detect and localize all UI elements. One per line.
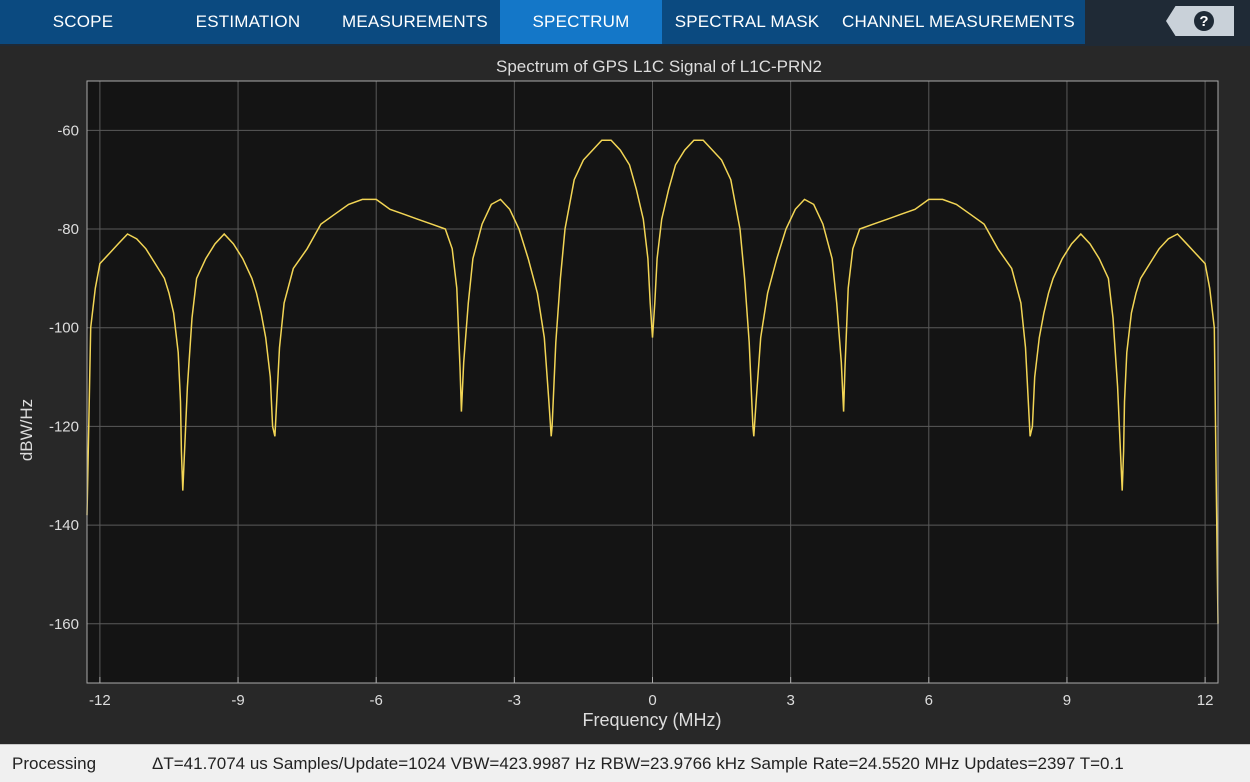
help-button[interactable]: ? xyxy=(1166,6,1234,36)
tab-spectrum[interactable]: SPECTRUM xyxy=(500,0,662,44)
spectrum-chart: -12 -9 -6 -3 0 3 6 9 12 -160 -140 -120 -100 -80 -60 S… xyxy=(17,57,1219,730)
spectrum-plot: -12 -9 -6 -3 0 3 6 9 12 -160 -140 -120 -100 -80 -60 S… xyxy=(0,46,1250,744)
y-tick-label: -60 xyxy=(57,122,79,139)
x-tick-label: -9 xyxy=(231,692,244,709)
y-tick-label: -160 xyxy=(49,616,79,633)
y-tick-label: -80 xyxy=(57,221,79,238)
tab-measurements[interactable]: MEASUREMENTS xyxy=(342,12,488,31)
y-axis-label: dBW/Hz xyxy=(17,399,36,461)
x-axis-label: Frequency (MHz) xyxy=(582,710,721,730)
x-tick-label: 0 xyxy=(648,692,656,709)
chart-title: Spectrum of GPS L1C Signal of L1C-PRN2 xyxy=(496,57,822,76)
tab-scope[interactable]: SCOPE xyxy=(52,12,114,31)
x-tick-label: 6 xyxy=(925,692,933,709)
x-tick-label: -6 xyxy=(370,692,383,709)
tab-channel-measurements[interactable]: CHANNEL MEASUREMENTS xyxy=(842,12,1075,31)
y-tick-label: -120 xyxy=(49,418,79,435)
y-tick-label: -100 xyxy=(49,320,79,337)
x-tick-labels: -12 -9 -6 -3 0 3 6 9 12 xyxy=(89,692,1213,709)
tab-spectral-mask[interactable]: SPECTRAL MASK xyxy=(674,12,820,31)
status-bar: Processing ΔT=41.7074 us Samples/Update=… xyxy=(0,744,1250,782)
x-tick-label: 9 xyxy=(1063,692,1071,709)
help-icon: ? xyxy=(1194,11,1214,31)
x-tick-label: -3 xyxy=(508,692,521,709)
y-tick-labels: -160 -140 -120 -100 -80 -60 xyxy=(49,122,79,632)
status-state: Processing xyxy=(12,754,97,773)
x-tick-label: 12 xyxy=(1197,692,1214,709)
x-tick-label: -12 xyxy=(89,692,111,709)
x-tick-label: 3 xyxy=(786,692,794,709)
tab-estimation[interactable]: ESTIMATION xyxy=(195,12,301,31)
y-tick-label: -140 xyxy=(49,517,79,534)
spectrum-trace xyxy=(86,139,1219,624)
toolstrip: SCOPE ESTIMATION MEASUREMENTS SPECTRUM S… xyxy=(0,0,1250,46)
status-details: ΔT=41.7074 us Samples/Update=1024 VBW=42… xyxy=(152,754,1124,773)
axes-border xyxy=(86,80,1219,684)
tab-strip: SCOPE ESTIMATION MEASUREMENTS SPECTRUM S… xyxy=(0,0,1085,44)
